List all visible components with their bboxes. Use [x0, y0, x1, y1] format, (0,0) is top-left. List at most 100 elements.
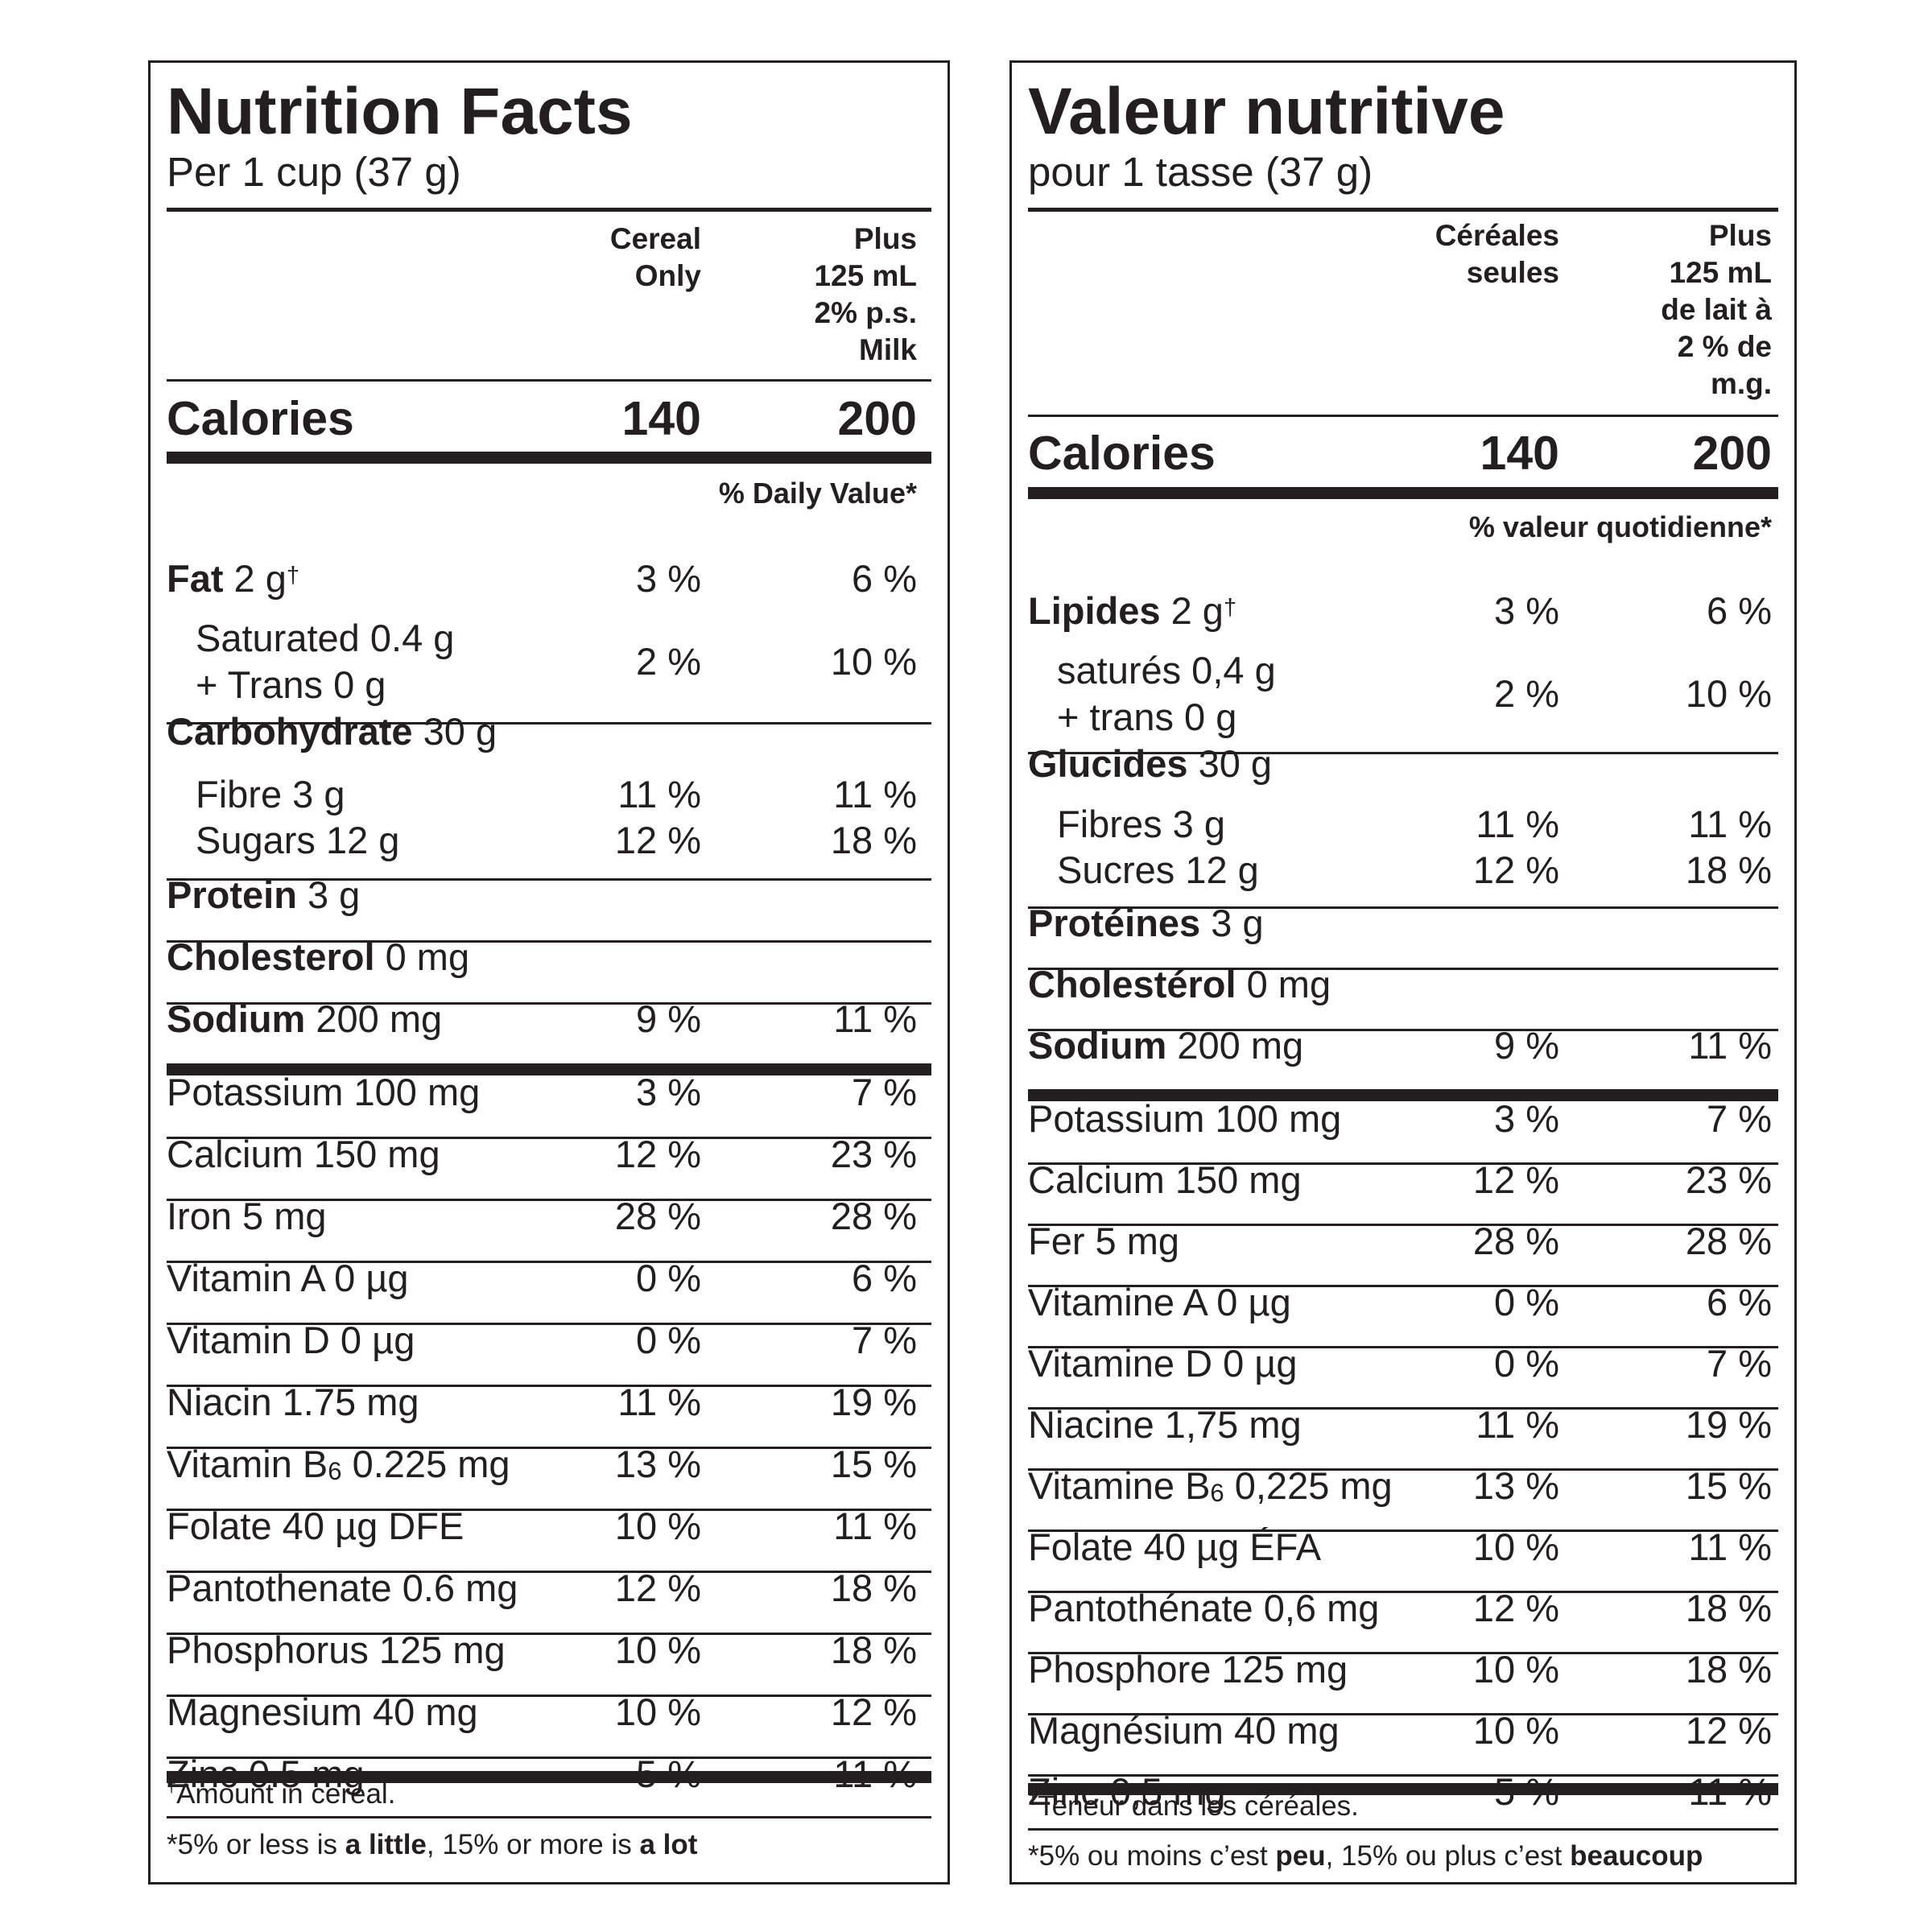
panel-title: Nutrition Facts [167, 75, 633, 148]
nutrient-label: Sugars 12 g [196, 819, 400, 861]
nutrient-label: Magnesium 40 mg [167, 1690, 478, 1733]
dv-cereal: 3 % [636, 557, 701, 600]
rule [167, 1816, 931, 1818]
dv-plus-milk: 7 % [852, 1319, 917, 1361]
rule [167, 722, 931, 724]
dv-cereal: 11 % [1476, 1403, 1559, 1446]
dv-plus-milk: 28 % [830, 1195, 917, 1237]
dv-cereal: 0 % [1494, 1342, 1559, 1385]
nutrient-label: Carbohydrate 30 g [167, 710, 497, 753]
nutrition-facts-panel-english: Nutrition Facts Per 1 cup (37 g) Cereal … [148, 60, 950, 1885]
dv-plus-milk: 18 % [1685, 1648, 1772, 1690]
dv-plus-milk: 6 % [1707, 589, 1772, 632]
rule [1028, 415, 1778, 417]
nutrient-label: saturés 0,4 g + trans 0 g [1057, 649, 1276, 738]
nutrient-label: Vitamine B6 0,225 mg [1028, 1464, 1393, 1508]
dv-plus-milk: 7 % [1707, 1097, 1772, 1140]
rule [1028, 1224, 1778, 1226]
dv-cereal: 12 % [614, 819, 701, 861]
dv-plus-milk: 11 % [1688, 803, 1772, 845]
dv-cereal: 10 % [614, 1505, 701, 1547]
rule [167, 379, 931, 382]
dv-plus-milk: 18 % [830, 1629, 917, 1671]
rule [167, 1199, 931, 1201]
rule [1028, 1162, 1778, 1165]
rule [167, 1323, 931, 1325]
dv-plus-milk: 23 % [1685, 1158, 1772, 1201]
footnote-daily-value: *5% or less is a little, 15% or more is … [167, 1829, 698, 1860]
rule [167, 1509, 931, 1511]
nutrient-label: Sucres 12 g [1057, 848, 1259, 891]
rule [1028, 1285, 1778, 1287]
calories-value-plus-milk: 200 [1692, 427, 1772, 480]
rule [167, 1261, 931, 1263]
rule [167, 1633, 931, 1635]
rule [1028, 1029, 1778, 1031]
rule-thick [167, 1771, 931, 1783]
rule [1028, 1346, 1778, 1348]
dv-cereal: 2 % [636, 640, 701, 683]
nutrient-label: Phosphorus 125 mg [167, 1629, 506, 1671]
nutrient-label: Lipides 2 g† [1028, 589, 1237, 632]
nutrient-label: Vitamin D 0 µg [167, 1319, 415, 1361]
nutrient-label: Phosphore 125 mg [1028, 1648, 1348, 1690]
dv-plus-milk: 18 % [830, 1567, 917, 1609]
rule [167, 1385, 931, 1387]
rule [167, 1571, 931, 1573]
dv-plus-milk: 7 % [852, 1071, 917, 1113]
nutrient-label: Potassium 100 mg [1028, 1097, 1342, 1140]
dv-plus-milk: 7 % [1707, 1342, 1772, 1385]
dv-cereal: 10 % [1472, 1709, 1559, 1752]
rule [167, 1137, 931, 1139]
footnote-dagger: †Teneur dans les céréales. [1028, 1787, 1359, 1822]
rule [1028, 1652, 1778, 1654]
nutrient-label: Fibres 3 g [1057, 803, 1225, 845]
dv-cereal: 12 % [1472, 848, 1559, 891]
rule [1028, 208, 1778, 212]
nutrient-label: Saturated 0.4 g + Trans 0 g [196, 617, 455, 706]
dv-cereal: 28 % [1472, 1220, 1559, 1262]
dv-cereal: 10 % [614, 1629, 701, 1671]
rule [1028, 1828, 1778, 1831]
nutrient-label: Fat 2 g† [167, 557, 300, 600]
rule [1028, 968, 1778, 970]
nutrient-label: Fer 5 mg [1028, 1220, 1180, 1262]
dv-plus-milk: 19 % [830, 1381, 917, 1423]
dv-cereal: 10 % [1472, 1525, 1559, 1568]
dv-cereal: 12 % [614, 1567, 701, 1609]
dv-plus-milk: 12 % [1685, 1709, 1772, 1752]
dv-plus-milk: 10 % [830, 640, 917, 683]
rule [1028, 1591, 1778, 1593]
rule [1028, 1530, 1778, 1532]
panel-inner: Valeur nutritive pour 1 tasse (37 g) Cér… [1028, 63, 1778, 1882]
rule-thick [167, 1063, 931, 1075]
rule [1028, 1407, 1778, 1410]
dv-cereal: 3 % [1494, 589, 1559, 632]
dv-plus-milk: 19 % [1685, 1403, 1772, 1446]
nutrient-label: Folate 40 µg ÉFA [1028, 1525, 1322, 1568]
calories-label: Calories [167, 392, 354, 445]
nutrient-label: Pantothenate 0.6 mg [167, 1567, 518, 1609]
panel-inner: Nutrition Facts Per 1 cup (37 g) Cereal … [167, 63, 931, 1882]
daily-value-header: % Daily Value* [718, 477, 917, 510]
calories-value-plus-milk: 200 [837, 392, 917, 445]
nutrient-label: Iron 5 mg [167, 1195, 327, 1237]
rule [167, 1757, 931, 1759]
dv-cereal: 12 % [1472, 1158, 1559, 1201]
nutrient-label: Potassium 100 mg [167, 1071, 481, 1113]
calories-value-cereal: 140 [1480, 427, 1559, 480]
dv-cereal: 12 % [1472, 1587, 1559, 1629]
daily-value-header: % valeur quotidienne* [1468, 510, 1772, 543]
nutrient-label: Vitamine A 0 µg [1028, 1281, 1291, 1323]
nutrient-label: Calcium 150 mg [167, 1133, 440, 1175]
dv-cereal: 11 % [617, 773, 701, 815]
dv-plus-milk: 6 % [1707, 1281, 1772, 1323]
dv-cereal: 3 % [1494, 1097, 1559, 1140]
dv-plus-milk: 11 % [833, 1505, 917, 1547]
rule [167, 208, 931, 212]
dv-cereal: 13 % [1472, 1464, 1559, 1507]
rule [1028, 752, 1778, 754]
nutrient-label: Niacine 1,75 mg [1028, 1403, 1302, 1446]
column-header-cereal-only: Céréales seules [1435, 219, 1559, 289]
dv-cereal: 3 % [636, 1071, 701, 1113]
